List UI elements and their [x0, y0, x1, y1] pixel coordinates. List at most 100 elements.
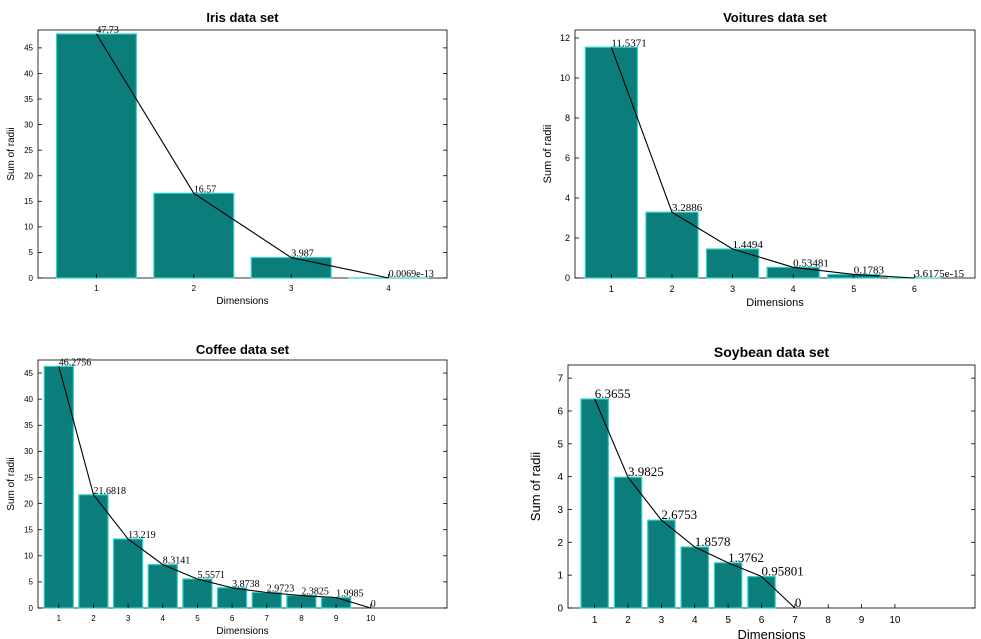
data-label: 0.0069e-13 — [389, 269, 434, 280]
y-tick-label: 2 — [557, 538, 563, 549]
data-label: 0 — [795, 595, 802, 610]
bar — [613, 476, 643, 609]
x-tick-label: 7 — [265, 614, 270, 623]
bar — [43, 365, 74, 609]
y-tick-label: 30 — [24, 447, 33, 456]
bar — [112, 538, 144, 609]
data-label: 2.6753 — [661, 507, 697, 522]
data-label: 3.6175e-15 — [914, 268, 964, 280]
data-label: 11.5371 — [611, 37, 646, 49]
x-tick-label: 3 — [659, 615, 665, 626]
y-axis-label: Sum of radii — [542, 125, 554, 184]
y-tick-label: 0 — [565, 273, 570, 283]
chart-title: Soybean data set — [714, 344, 829, 360]
y-tick-label: 5 — [29, 248, 34, 257]
x-tick-label: 2 — [669, 284, 674, 294]
y-tick-label: 15 — [24, 525, 33, 534]
x-tick-label: 4 — [161, 614, 166, 623]
y-tick-label: 40 — [24, 69, 33, 78]
x-tick-label: 7 — [792, 615, 798, 626]
y-tick-label: 45 — [24, 44, 33, 53]
data-label: 0.53481 — [793, 257, 829, 269]
x-axis-label: Dimensions — [216, 626, 268, 637]
x-tick-label: 8 — [299, 614, 304, 623]
bar — [584, 46, 639, 279]
y-tick-label: 20 — [24, 172, 33, 181]
y-tick-label: 30 — [24, 120, 33, 129]
x-tick-label: 1 — [592, 615, 598, 626]
data-label: 1.4494 — [733, 239, 764, 251]
axes-frame — [37, 29, 448, 279]
bar — [747, 575, 776, 609]
chart-title: Coffee data set — [196, 342, 290, 357]
trend-line — [594, 398, 796, 609]
data-label: 1.9985 — [336, 589, 364, 600]
data-label: 3.8738 — [232, 579, 259, 590]
y-tick-label: 6 — [565, 153, 570, 163]
x-tick-label: 6 — [759, 615, 765, 626]
y-tick-label: 2 — [565, 233, 570, 243]
data-label: 46.2756 — [59, 357, 92, 368]
x-tick-label: 1 — [94, 284, 99, 293]
bar — [647, 519, 676, 609]
y-tick-label: 10 — [24, 223, 33, 232]
bar — [147, 563, 178, 609]
x-tick-label: 1 — [57, 614, 62, 623]
y-tick-label: 7 — [557, 374, 563, 385]
y-tick-label: 6 — [557, 406, 563, 417]
x-axis-label: Dimensions — [216, 296, 268, 307]
x-tick-label: 6 — [230, 614, 235, 623]
data-label: 6.3655 — [595, 386, 631, 401]
y-tick-label: 4 — [565, 193, 570, 203]
bar — [153, 192, 235, 279]
y-tick-label: 0 — [29, 604, 34, 613]
x-tick-label: 3 — [730, 284, 735, 294]
y-tick-label: 1 — [557, 571, 563, 582]
y-tick-label: 35 — [24, 421, 33, 430]
x-tick-label: 9 — [334, 614, 339, 623]
data-label: 16.57 — [194, 184, 217, 195]
bar — [713, 562, 743, 609]
x-tick-label: 5 — [195, 614, 200, 623]
x-tick-label: 4 — [386, 284, 391, 293]
y-axis-label: Sum of radii — [6, 457, 17, 510]
y-tick-label: 5 — [557, 439, 563, 450]
data-label: 3.987 — [291, 249, 314, 260]
x-tick-label: 10 — [889, 615, 901, 626]
y-tick-label: 15 — [24, 197, 33, 206]
y-tick-label: 12 — [560, 33, 570, 43]
x-axis-label: Dimensions — [746, 297, 804, 309]
trend-line — [58, 366, 371, 609]
y-tick-label: 10 — [24, 552, 33, 561]
y-tick-label: 3 — [557, 505, 563, 516]
y-axis-label: Sum of radii — [6, 127, 17, 180]
y-tick-label: 45 — [24, 369, 33, 378]
data-label: 0.95801 — [761, 564, 803, 579]
bar — [182, 578, 213, 609]
data-label: 1.3762 — [728, 550, 764, 565]
data-label: 3.2886 — [672, 202, 703, 214]
x-tick-label: 9 — [859, 615, 865, 626]
x-tick-label: 3 — [126, 614, 131, 623]
bar — [705, 248, 760, 279]
y-tick-label: 20 — [24, 499, 33, 508]
x-tick-label: 4 — [692, 615, 698, 626]
y-tick-label: 8 — [565, 113, 570, 123]
data-label: 13.219 — [128, 530, 156, 541]
y-tick-label: 0 — [557, 604, 563, 615]
x-tick-label: 10 — [366, 614, 375, 623]
x-tick-label: 5 — [851, 284, 856, 294]
x-tick-label: 3 — [289, 284, 294, 293]
y-tick-label: 5 — [29, 578, 34, 587]
chart-title: Iris data set — [206, 10, 279, 25]
x-tick-label: 2 — [625, 615, 631, 626]
data-label: 2.3825 — [301, 587, 329, 598]
y-tick-label: 25 — [24, 146, 33, 155]
x-tick-label: 6 — [912, 284, 917, 294]
x-tick-label: 1 — [609, 284, 614, 294]
bar — [55, 33, 137, 279]
data-label: 3.9825 — [628, 464, 664, 479]
y-tick-label: 0 — [29, 274, 34, 283]
data-label: 2.9723 — [267, 583, 295, 594]
